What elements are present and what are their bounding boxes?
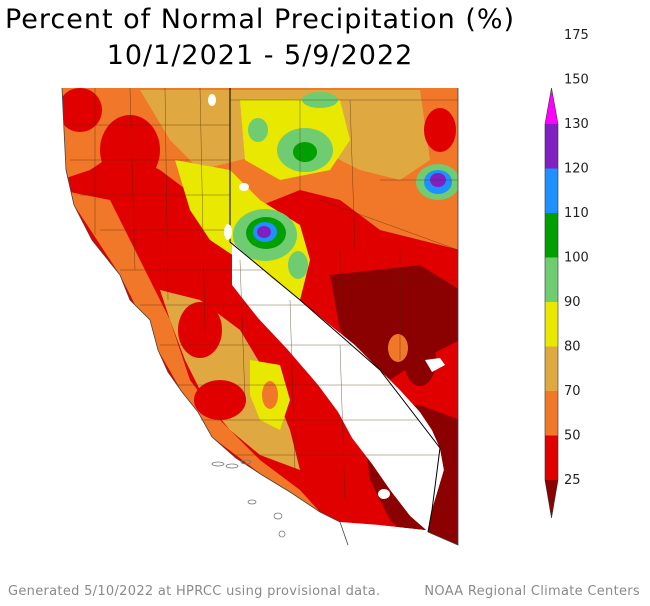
- noaa-credit: NOAA Regional Climate Centers: [424, 584, 640, 599]
- legend-label: 110: [564, 206, 589, 221]
- legend-label: 120: [564, 162, 589, 177]
- state-border: [229, 88, 441, 533]
- lake-tahoe: [224, 224, 232, 240]
- legend-label: 90: [564, 295, 581, 310]
- legend-label: 25: [564, 473, 581, 488]
- coastline: [61, 87, 349, 546]
- generated-note: Generated 5/10/2022 at HPRCC using provi…: [8, 584, 381, 599]
- legend-label: 70: [564, 384, 581, 399]
- channel-islands: [211, 459, 286, 538]
- legend-swatch: [545, 435, 558, 480]
- legend-swatch: [545, 257, 558, 302]
- legend-outline: [544, 87, 559, 519]
- salton-sea: [378, 489, 390, 499]
- legend-swatch: [545, 168, 558, 213]
- map-title: Percent of Normal Precipitation (%): [4, 4, 516, 35]
- legend-label: 50: [564, 429, 581, 444]
- legend-label: 80: [564, 340, 581, 355]
- map-date-range: 10/1/2021 - 5/9/2022: [106, 40, 414, 71]
- legend-swatch: [545, 302, 558, 347]
- nevada-county-boundaries: [230, 99, 459, 360]
- pyramid-lake: [239, 183, 249, 191]
- legend-arrow-low: [545, 480, 558, 518]
- border-line: [427, 88, 459, 546]
- legend-label: 150: [564, 73, 589, 88]
- goose-lake: [208, 94, 216, 106]
- legend-arrow-high: [545, 88, 558, 124]
- legend-swatch: [545, 346, 558, 391]
- legend-label: 100: [564, 251, 589, 266]
- county-boundaries: [62, 88, 440, 501]
- legend-label: 175: [564, 28, 589, 43]
- legend-swatch: [545, 124, 558, 169]
- lake-mead: [425, 358, 445, 372]
- legend-label: 130: [564, 117, 589, 132]
- legend-swatch: [545, 213, 558, 258]
- legend-swatch: [545, 391, 558, 436]
